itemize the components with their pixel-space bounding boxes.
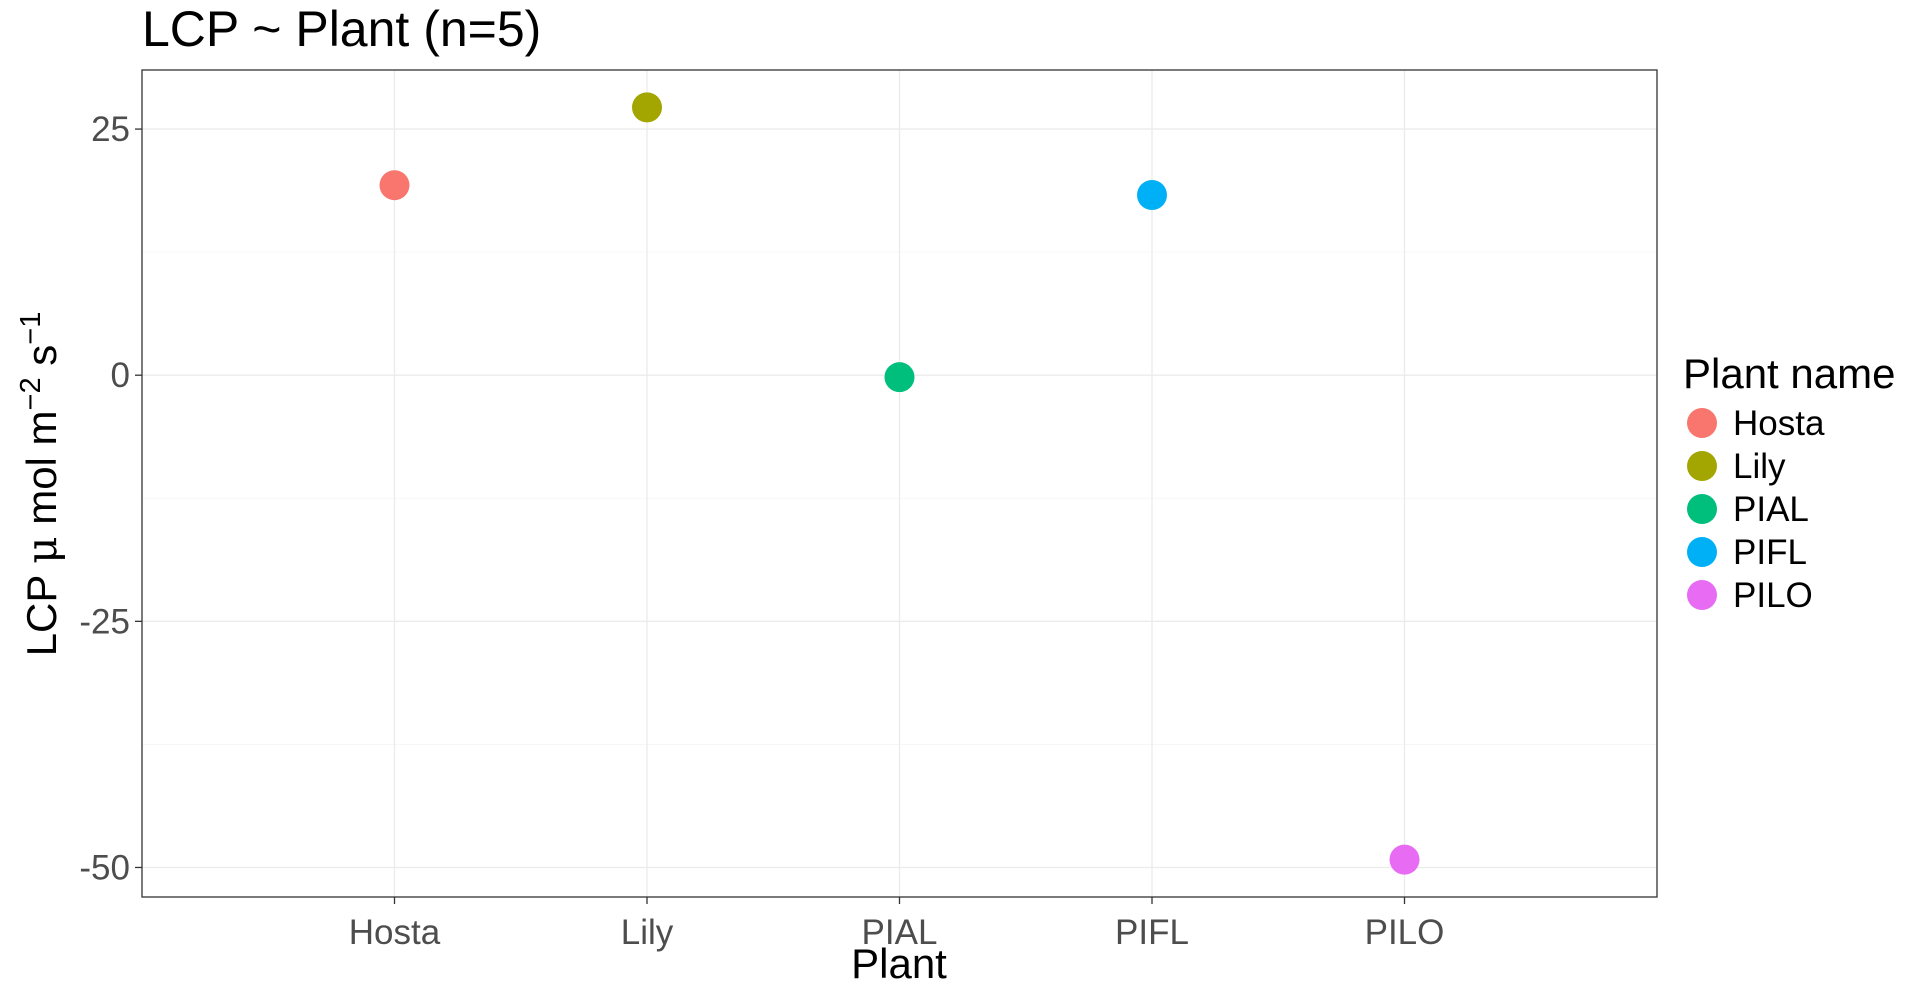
legend-label-pilo: PILO <box>1733 576 1813 615</box>
y-tick-label: 25 <box>91 110 130 149</box>
y-axis-title-mu: μ <box>17 536 66 563</box>
y-axis-title-unit-s: s <box>18 345 65 378</box>
chart-title: LCP ~ Plant (n=5) <box>142 1 541 57</box>
legend-key-hosta <box>1687 408 1717 438</box>
x-axis: Hosta Lily PIAL PIFL PILO <box>349 897 1445 952</box>
y-axis-title-exp2: −1 <box>15 312 47 345</box>
legend-label-pifl: PIFL <box>1733 533 1807 572</box>
data-point-pilo <box>1389 844 1420 875</box>
y-tick-label: -50 <box>79 848 130 887</box>
legend-key-pial <box>1687 494 1717 524</box>
x-tick-label: Hosta <box>349 913 441 952</box>
plot-panel <box>141 69 1658 898</box>
data-point-hosta <box>379 170 410 201</box>
x-tick-label: PILO <box>1365 913 1445 952</box>
data-point-lily <box>632 92 662 123</box>
legend-key-pifl <box>1687 537 1717 567</box>
data-point-pifl <box>1137 180 1167 211</box>
y-axis-title-exp1: −2 <box>15 377 47 410</box>
y-tick-label: 0 <box>111 356 130 395</box>
legend: Plant name Hosta Lily PIAL PIFL PILO <box>1683 350 1895 615</box>
y-tick-label: -25 <box>79 602 130 641</box>
y-axis: 25 0 -25 -50 <box>79 110 142 887</box>
x-axis-title: Plant <box>851 940 947 987</box>
x-tick-label: PIFL <box>1115 913 1189 952</box>
legend-label-hosta: Hosta <box>1733 404 1825 443</box>
x-tick-label: PIAL <box>862 913 938 952</box>
legend-label-lily: Lily <box>1733 447 1786 486</box>
y-axis-title-unit: mol m <box>18 410 65 536</box>
x-tick-label: Lily <box>621 913 674 952</box>
y-axis-title: LCP μ mol m−2 s−1 <box>15 312 66 657</box>
legend-label-pial: PIAL <box>1733 490 1809 529</box>
legend-key-pilo <box>1687 580 1717 610</box>
data-points <box>379 92 1420 875</box>
legend-title: Plant name <box>1683 350 1895 397</box>
y-axis-title-prefix: LCP <box>18 564 65 657</box>
legend-key-lily <box>1687 451 1717 481</box>
data-point-pial <box>884 362 915 393</box>
legend-items: Hosta Lily PIAL PIFL PILO <box>1687 404 1825 615</box>
